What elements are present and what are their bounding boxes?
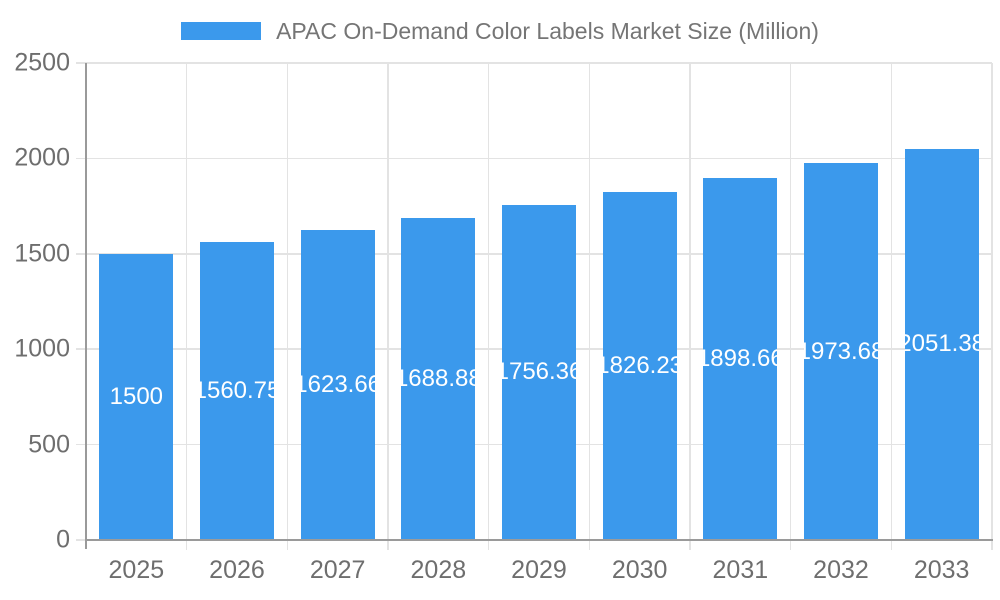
v-gridline-5: [588, 63, 591, 540]
x-tick-3: [387, 541, 389, 550]
x-tick-9: [991, 541, 993, 550]
x-tick-label-2031: 2031: [712, 556, 769, 584]
x-tick-1: [185, 541, 188, 550]
x-tick-2: [286, 541, 289, 550]
y-tick-2500: [76, 62, 86, 64]
y-tick-label-1000: 1000: [14, 334, 70, 363]
x-tick-label-2032: 2032: [813, 556, 869, 584]
bar-value-label: 1688.88: [401, 364, 476, 392]
x-tick-label-2028: 2028: [410, 556, 467, 584]
y-tick-2000: [76, 157, 86, 160]
v-gridline-8: [890, 63, 893, 540]
y-tick-label-2000: 2000: [14, 143, 70, 172]
legend-swatch: [181, 22, 262, 40]
y-tick-label-1500: 1500: [14, 239, 70, 268]
v-gridline-4: [487, 63, 490, 540]
y-tick-1500: [76, 253, 86, 255]
bar-2033[interactable]: 2051.38: [904, 148, 979, 540]
bar-2028[interactable]: 1688.88: [401, 217, 476, 540]
bar-2027[interactable]: 1623.66: [300, 230, 375, 540]
y-axis-line: [84, 63, 87, 549]
bar-2032[interactable]: 1973.68: [804, 163, 878, 540]
v-gridline-9: [991, 63, 993, 540]
bar-2025[interactable]: 1500: [99, 253, 174, 540]
bar-value-label: 1898.66: [703, 344, 778, 372]
y-tick-500: [76, 443, 86, 446]
v-gridline-2: [286, 63, 289, 540]
y-tick-label-500: 500: [28, 430, 70, 459]
bar-value-label: 1500: [109, 382, 164, 410]
bar-value-label: 1623.66: [300, 371, 375, 399]
y-tick-1000: [76, 348, 86, 350]
bar-2026[interactable]: 1560.75: [200, 242, 274, 540]
plot-area: 1500 1560.75 1623.66 1688.88 1756.36 1826.23 1…: [86, 62, 993, 540]
x-tick-5: [588, 541, 591, 550]
x-tick-label-2027: 2027: [309, 556, 366, 584]
bar-2030[interactable]: 1826.23: [602, 191, 677, 540]
v-gridline-3: [387, 63, 389, 540]
x-tick-label-2026: 2026: [209, 556, 265, 584]
v-gridline-1: [185, 63, 188, 540]
x-tick-7: [789, 541, 792, 550]
legend-label: APAC On-Demand Color Labels Market Size …: [276, 17, 819, 44]
x-tick-label-2030: 2030: [611, 556, 668, 584]
bar-value-label: 2051.38: [904, 330, 979, 358]
bar-value-label: 1560.75: [200, 377, 274, 405]
legend[interactable]: APAC On-Demand Color Labels Market Size …: [0, 15, 1000, 47]
y-tick-0: [76, 539, 86, 541]
y-tick-label-0: 0: [56, 525, 70, 554]
bar-value-label: 1756.36: [502, 358, 576, 386]
h-gridline-2000: [86, 157, 992, 160]
bar-2031[interactable]: 1898.66: [703, 177, 778, 540]
x-tick-label-2025: 2025: [108, 556, 165, 584]
x-tick-4: [487, 541, 490, 550]
x-tick-6: [689, 541, 691, 550]
x-tick-8: [890, 541, 893, 550]
h-gridline-2500: [86, 62, 992, 64]
y-tick-label-2500: 2500: [14, 48, 70, 77]
x-tick-label-2033: 2033: [913, 556, 970, 584]
v-gridline-6: [689, 63, 691, 540]
bar-2029[interactable]: 1756.36: [502, 204, 576, 540]
x-axis-line: [84, 539, 993, 541]
v-gridline-7: [789, 63, 792, 540]
bar-value-label: 1826.23: [602, 351, 677, 379]
x-tick-label-2029: 2029: [511, 556, 567, 584]
bar-value-label: 1973.68: [804, 337, 878, 365]
